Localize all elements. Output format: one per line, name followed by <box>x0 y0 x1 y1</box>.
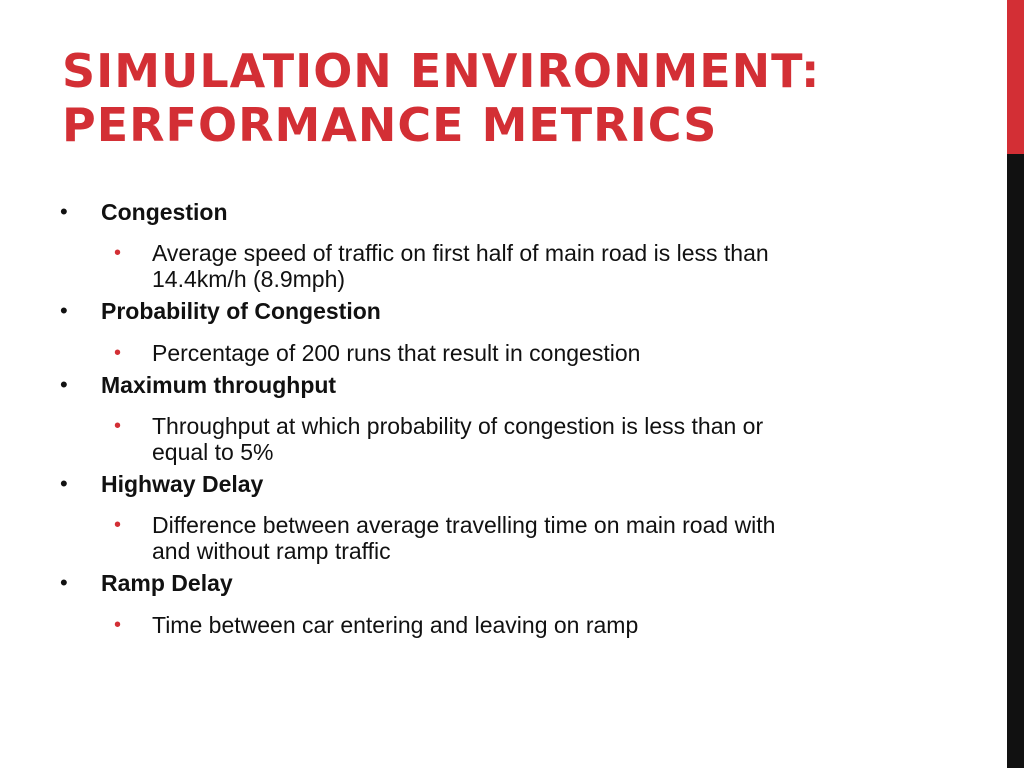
list-item-detail-line-1: Difference between average travelling ti… <box>152 512 776 538</box>
slide-title-line-2: PERFORMANCE METRICS <box>62 98 718 152</box>
sub-bullet-icon: • <box>114 242 122 264</box>
list-item-detail-line-2: and without ramp traffic <box>152 538 391 564</box>
sub-bullet-icon: • <box>114 514 122 536</box>
list-item-heading: Probability of Congestion <box>101 298 381 324</box>
list-item-detail: Average speed of traffic on first half o… <box>152 240 912 292</box>
list-item-detail-line-1: Time between car entering and leaving on… <box>152 612 639 638</box>
bullet-icon: • <box>60 298 68 323</box>
list-item-heading: Highway Delay <box>101 471 264 497</box>
list-item-detail: Throughput at which probability of conge… <box>152 413 912 465</box>
list-item-detail-line-1: Average speed of traffic on first half o… <box>152 240 769 266</box>
accent-bar-red <box>1007 0 1024 154</box>
slide-title: SIMULATION ENVIRONMENT: PERFORMANCE METR… <box>62 44 992 152</box>
list-item-detail: Percentage of 200 runs that result in co… <box>152 340 912 366</box>
bullet-icon: • <box>60 372 68 397</box>
bullet-icon: • <box>60 199 68 224</box>
bullet-icon: • <box>60 471 68 496</box>
sub-bullet-icon: • <box>114 614 122 636</box>
list-item-heading: Congestion <box>101 199 228 225</box>
sub-bullet-icon: • <box>114 342 122 364</box>
accent-bar-dark <box>1007 154 1024 768</box>
list-item-heading: Ramp Delay <box>101 570 233 596</box>
slide-title-line-1: SIMULATION ENVIRONMENT: <box>62 44 821 98</box>
list-item-detail-line-2: equal to 5% <box>152 439 274 465</box>
bullet-list: • Congestion • Average speed of traffic … <box>60 199 912 638</box>
list-item-detail-line-1: Throughput at which probability of conge… <box>152 413 764 439</box>
list-item-detail: Difference between average travelling ti… <box>152 512 912 564</box>
list-item-detail: Time between car entering and leaving on… <box>152 612 912 638</box>
list-item-detail-line-2: 14.4km/h (8.9mph) <box>152 266 346 292</box>
bullet-icon: • <box>60 570 68 595</box>
list-item-heading: Maximum throughput <box>101 372 337 398</box>
sub-bullet-icon: • <box>114 415 122 437</box>
list-item-detail-line-1: Percentage of 200 runs that result in co… <box>152 340 641 366</box>
